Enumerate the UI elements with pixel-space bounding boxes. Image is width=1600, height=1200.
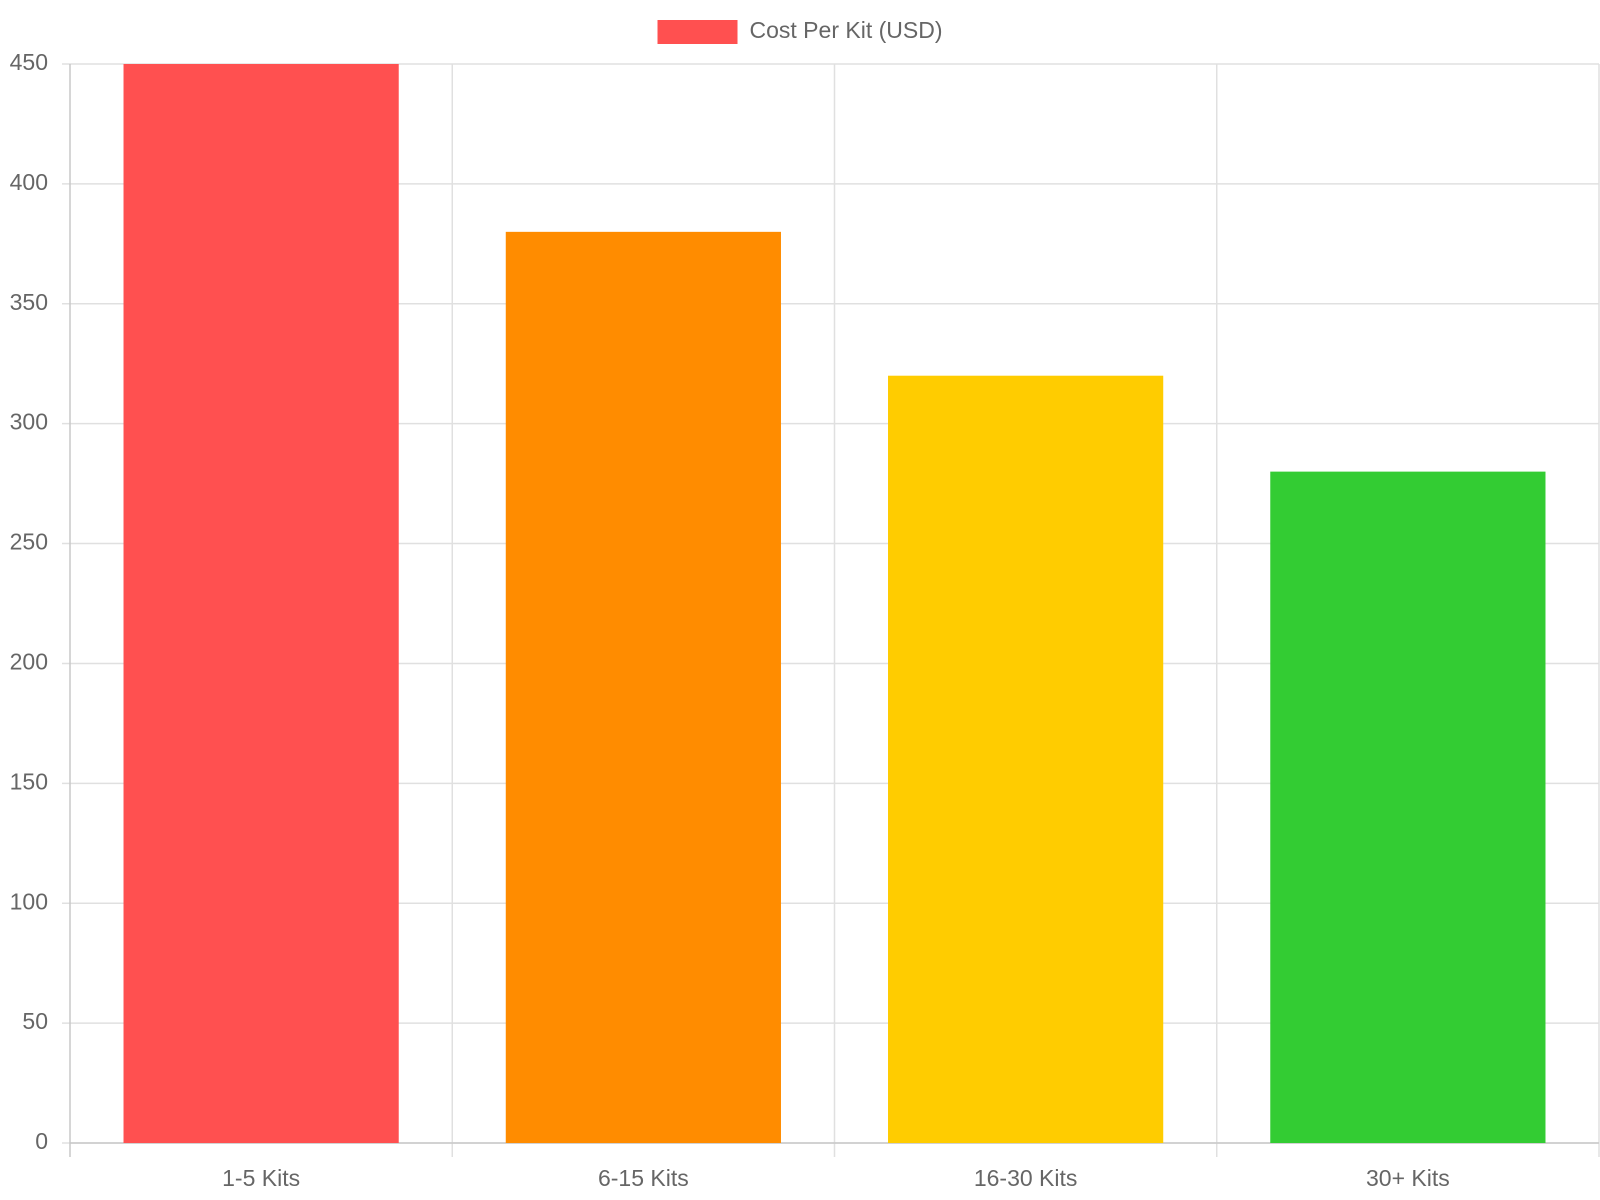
x-tick-label: 1-5 Kits — [222, 1165, 300, 1191]
x-tick-label: 30+ Kits — [1366, 1165, 1450, 1191]
x-tick-label: 6-15 Kits — [598, 1165, 689, 1191]
y-tick-label: 400 — [10, 169, 48, 195]
bar — [123, 64, 399, 1143]
y-tick-label: 150 — [10, 768, 48, 794]
y-tick-label: 250 — [10, 529, 48, 555]
y-tick-label: 50 — [22, 1008, 48, 1034]
legend-label: Cost Per Kit (USD) — [750, 17, 943, 43]
bar — [505, 231, 781, 1143]
y-tick-label: 450 — [10, 49, 48, 75]
x-tick-label: 16-30 Kits — [974, 1165, 1078, 1191]
y-tick-label: 300 — [10, 409, 48, 435]
bar — [1270, 471, 1546, 1144]
bar — [888, 375, 1164, 1143]
legend-swatch — [657, 20, 738, 44]
y-tick-label: 200 — [10, 649, 48, 675]
y-tick-label: 0 — [35, 1128, 48, 1154]
y-tick-label: 350 — [10, 289, 48, 315]
y-tick-label: 100 — [10, 888, 48, 914]
